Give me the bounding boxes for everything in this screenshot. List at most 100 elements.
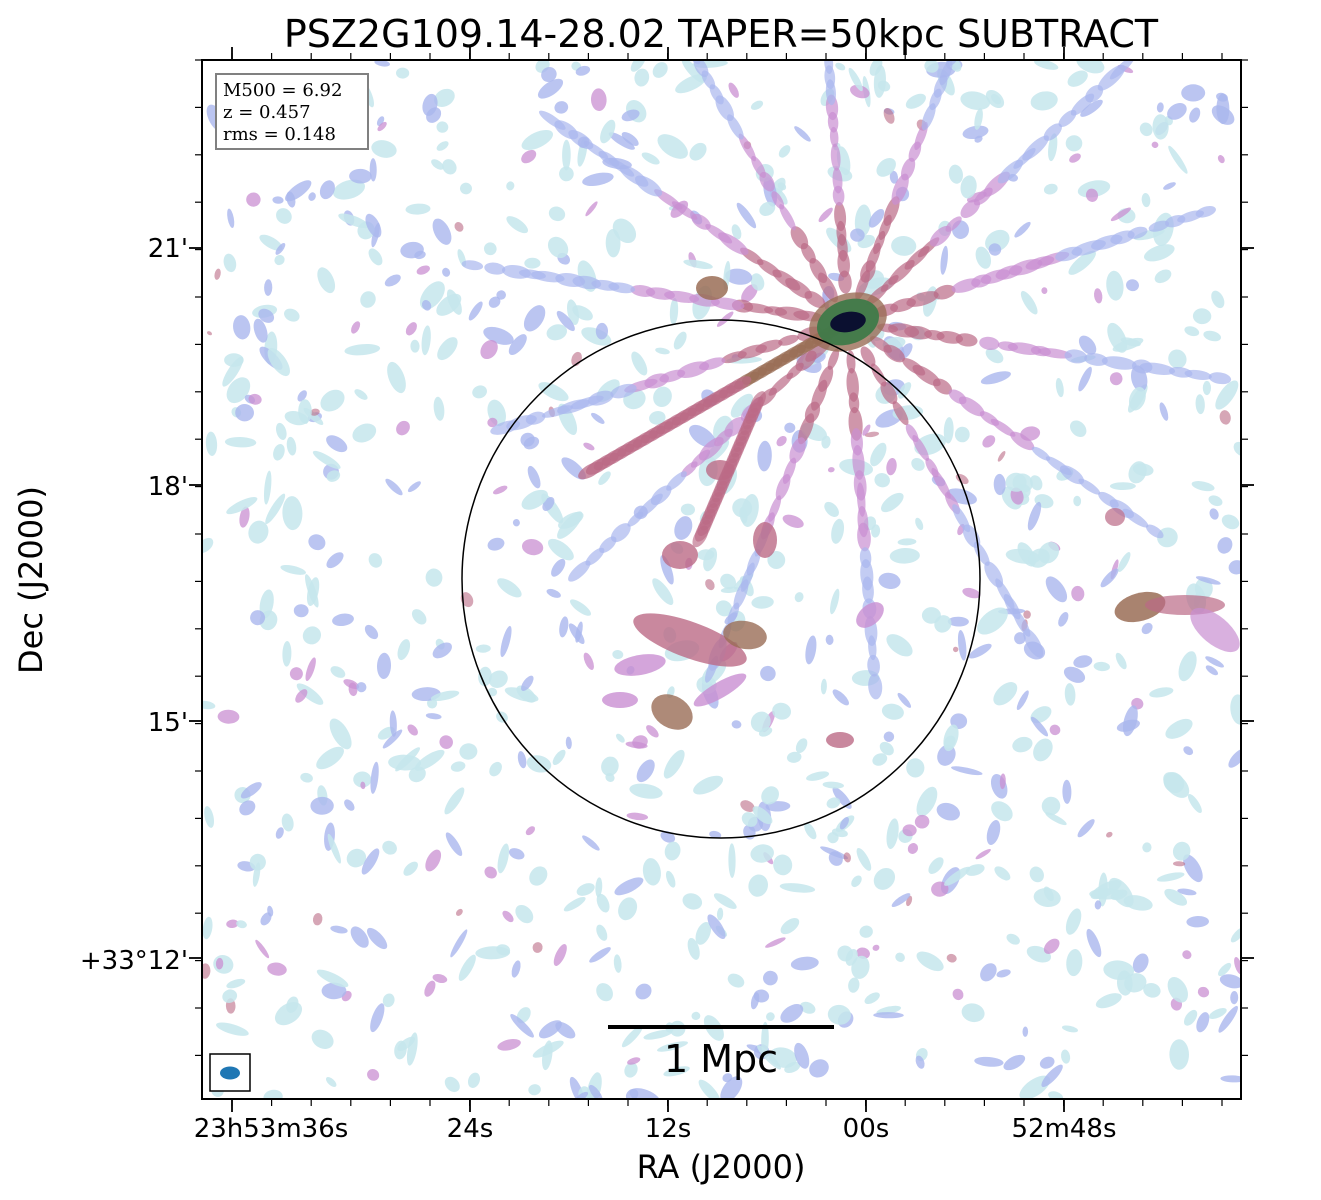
emission-blob <box>458 954 476 981</box>
emission-blob <box>227 208 235 228</box>
emission-blob <box>1124 973 1147 993</box>
emission-blob <box>794 126 811 142</box>
emission-blob <box>675 74 707 94</box>
emission-blob <box>727 602 740 625</box>
emission-blob <box>496 290 506 300</box>
emission-blob <box>521 489 549 510</box>
emission-blob <box>272 196 284 204</box>
emission-blob <box>696 276 728 300</box>
emission-blob <box>818 207 833 223</box>
emission-blob <box>500 625 512 658</box>
emission-blob <box>1061 1025 1079 1033</box>
emission-blob <box>943 735 956 749</box>
emission-blob <box>692 525 709 548</box>
emission-blob <box>1177 888 1197 896</box>
emission-blob <box>327 833 341 864</box>
emission-blob <box>751 596 774 609</box>
emission-blob <box>289 667 303 681</box>
emission-blob <box>1041 796 1061 816</box>
emission-blob <box>1073 655 1093 668</box>
emission-blob <box>761 1021 769 1057</box>
emission-blob <box>848 67 863 92</box>
emission-blob <box>576 883 595 896</box>
emission-blob <box>515 904 534 924</box>
emission-blob <box>259 234 283 251</box>
emission-blob <box>928 857 944 874</box>
emission-blob <box>1152 114 1169 140</box>
emission-blob <box>248 393 262 405</box>
emission-blob <box>250 610 266 626</box>
emission-blob <box>376 652 392 679</box>
emission-blob <box>1230 991 1239 1005</box>
emission-blob <box>867 654 880 677</box>
emission-blob <box>226 919 239 929</box>
emission-blob <box>621 1025 643 1048</box>
emission-blob <box>444 1076 460 1093</box>
emission-blob <box>316 746 344 770</box>
emission-blob <box>275 242 286 255</box>
emission-blob <box>562 139 571 171</box>
emission-blob <box>916 786 938 817</box>
emission-blob <box>1181 84 1206 102</box>
emission-blob <box>856 847 872 871</box>
emission-blob <box>551 558 566 577</box>
emission-blob <box>602 692 638 708</box>
emission-blob <box>843 852 851 863</box>
emission-blob <box>1109 60 1135 80</box>
emission-blob <box>1132 953 1149 973</box>
emission-blob <box>775 473 791 501</box>
emission-blob <box>872 944 880 951</box>
emission-blob <box>352 423 377 443</box>
emission-blob <box>293 604 309 618</box>
emission-blob <box>226 497 258 515</box>
emission-blob <box>1043 123 1062 141</box>
emission-blob <box>226 377 251 404</box>
emission-blob <box>508 848 525 860</box>
emission-blob <box>786 751 802 763</box>
emission-blob <box>822 781 844 789</box>
emission-blob <box>881 703 904 720</box>
axis-ticks <box>189 47 1254 1112</box>
emission-blob <box>525 826 536 836</box>
x-axis-label: RA (J2000) <box>637 1148 806 1186</box>
emission-blob <box>832 689 849 706</box>
emission-blob <box>521 675 534 691</box>
x-tick-label: 52m48s <box>1011 1114 1116 1144</box>
emission-blob <box>831 518 845 544</box>
emission-blob <box>883 731 895 742</box>
emission-blob <box>618 897 638 921</box>
emission-blob <box>1108 877 1134 908</box>
emission-blob <box>889 547 920 564</box>
emission-blob <box>772 702 792 720</box>
emission-blob <box>450 761 466 772</box>
emission-blob <box>1065 908 1082 935</box>
emission-blob <box>931 881 949 897</box>
emission-blob <box>1219 974 1241 989</box>
emission-blob <box>1205 665 1219 676</box>
emission-blob <box>596 893 610 913</box>
emission-blob <box>828 851 843 866</box>
emission-blob <box>947 616 969 627</box>
emission-blob <box>308 192 316 201</box>
emission-blob <box>1172 841 1191 861</box>
emission-blob <box>891 893 911 908</box>
emission-blob <box>958 396 985 417</box>
emission-blob <box>657 134 688 159</box>
emission-blob <box>789 437 806 464</box>
emission-blob <box>1065 135 1083 152</box>
emission-blob <box>284 410 308 426</box>
emission-blob <box>1105 508 1125 526</box>
emission-blob <box>223 253 237 273</box>
emission-blob <box>502 910 514 923</box>
emission-blob <box>612 649 624 660</box>
emission-blob <box>207 331 212 336</box>
emission-blob <box>1219 410 1231 425</box>
emission-blob <box>1117 552 1131 572</box>
emission-blob <box>523 305 546 332</box>
emission-blob <box>595 877 603 898</box>
emission-blob <box>868 673 883 700</box>
emission-blob <box>430 690 460 702</box>
emission-blob <box>1078 366 1092 392</box>
emission-blob <box>1010 431 1035 451</box>
emission-blob <box>669 298 679 325</box>
